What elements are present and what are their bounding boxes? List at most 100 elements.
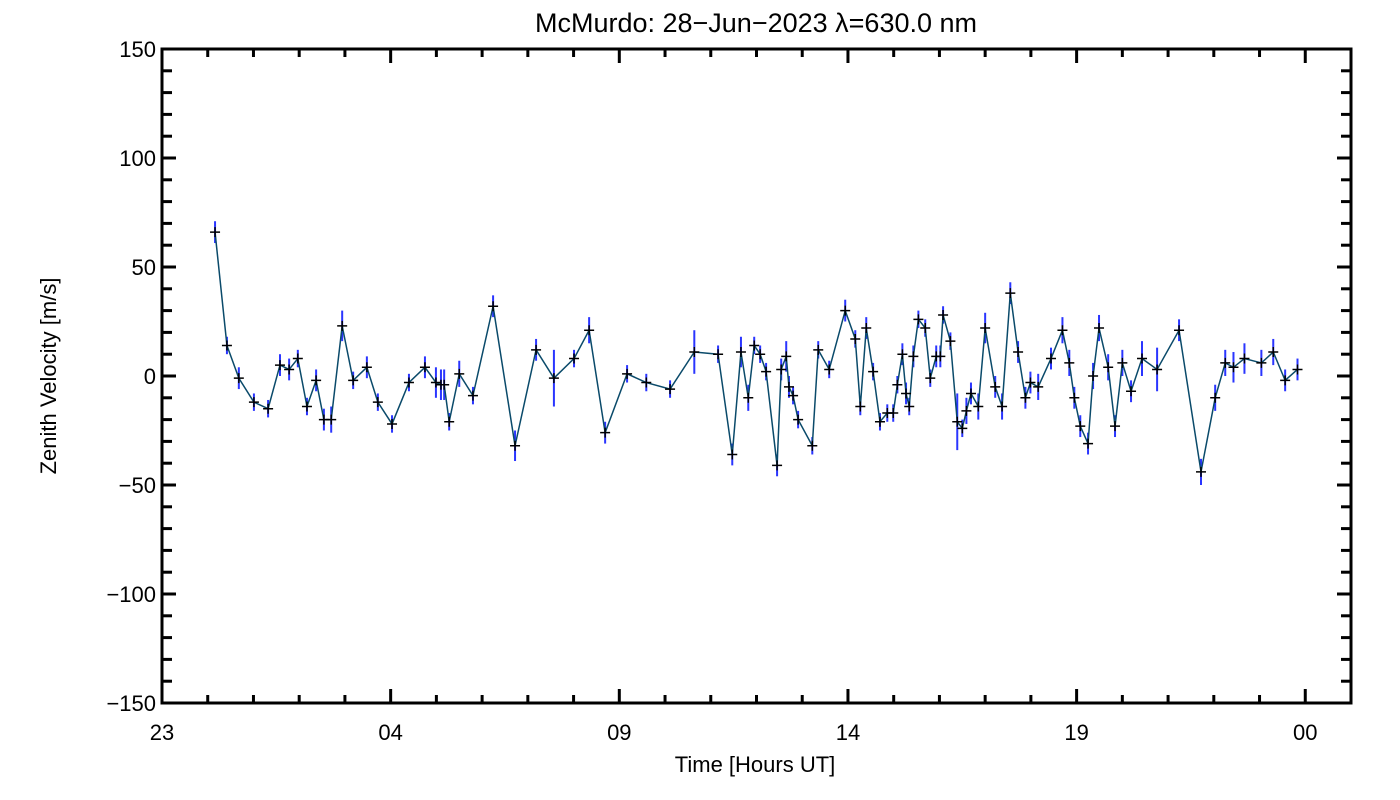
y-tick-label: −50 bbox=[119, 473, 156, 498]
data-point bbox=[311, 375, 322, 386]
velocity-line bbox=[214, 232, 1298, 473]
data-point bbox=[622, 368, 633, 379]
data-point bbox=[326, 414, 337, 425]
data-point bbox=[1292, 364, 1303, 375]
data-point bbox=[1256, 357, 1267, 368]
data-point bbox=[1083, 438, 1094, 449]
data-point bbox=[793, 414, 804, 425]
data-point bbox=[1020, 392, 1031, 403]
data-point bbox=[372, 397, 383, 408]
x-axis-title: Time [Hours UT] bbox=[675, 752, 836, 777]
data-point bbox=[874, 416, 885, 427]
data-point bbox=[1075, 421, 1086, 432]
x-tick-label: 19 bbox=[1064, 720, 1088, 745]
data-point bbox=[301, 401, 312, 412]
data-point bbox=[233, 373, 244, 384]
data-point bbox=[387, 418, 398, 429]
data-point bbox=[689, 347, 700, 358]
data-point bbox=[467, 390, 478, 401]
x-tick-labels: 23 04 09 14 19 00 bbox=[150, 720, 1318, 745]
data-point bbox=[444, 416, 455, 427]
data-point bbox=[965, 388, 976, 399]
data-point bbox=[888, 408, 899, 419]
data-point bbox=[813, 344, 824, 355]
data-point bbox=[961, 405, 972, 416]
data-point bbox=[1280, 375, 1291, 386]
data-point bbox=[920, 323, 931, 334]
data-markers bbox=[210, 227, 1303, 477]
y-tick-label: 100 bbox=[119, 146, 156, 171]
data-point bbox=[901, 388, 912, 399]
data-point bbox=[439, 379, 450, 390]
data-point bbox=[897, 349, 908, 360]
data-point bbox=[584, 325, 595, 336]
data-point bbox=[1220, 357, 1231, 368]
data-point bbox=[788, 390, 799, 401]
data-point bbox=[1268, 347, 1279, 358]
data-point bbox=[904, 401, 915, 412]
data-point bbox=[935, 351, 946, 362]
data-point bbox=[1126, 386, 1137, 397]
data-point bbox=[1013, 347, 1024, 358]
data-point bbox=[713, 349, 724, 360]
data-point bbox=[952, 416, 963, 427]
data-point bbox=[855, 401, 866, 412]
data-point bbox=[776, 364, 787, 375]
axis-ticks bbox=[160, 47, 1353, 705]
data-point bbox=[735, 347, 746, 358]
data-point bbox=[600, 427, 611, 438]
data-point bbox=[727, 449, 738, 460]
data-point bbox=[1069, 392, 1080, 403]
data-point bbox=[1094, 323, 1105, 334]
y-tick-label: 150 bbox=[119, 37, 156, 62]
data-point bbox=[1228, 362, 1239, 373]
data-point bbox=[749, 340, 760, 351]
data-point bbox=[488, 301, 499, 312]
x-tick-label: 00 bbox=[1293, 720, 1317, 745]
y-tick-label: 50 bbox=[132, 255, 156, 280]
data-point bbox=[1057, 325, 1068, 336]
data-point bbox=[1239, 353, 1250, 364]
data-point bbox=[1033, 381, 1044, 392]
data-point bbox=[945, 336, 956, 347]
data-point bbox=[1110, 421, 1121, 432]
data-point bbox=[938, 309, 949, 320]
data-point bbox=[1210, 392, 1221, 403]
data-point bbox=[957, 423, 968, 434]
data-point bbox=[743, 392, 754, 403]
data-point bbox=[248, 397, 259, 408]
x-tick-label: 14 bbox=[836, 720, 860, 745]
y-tick-label: −150 bbox=[106, 691, 156, 716]
data-point bbox=[824, 364, 835, 375]
x-tick-label: 09 bbox=[607, 720, 631, 745]
data-point bbox=[861, 323, 872, 334]
data-point bbox=[665, 384, 676, 395]
data-point bbox=[783, 381, 794, 392]
data-point bbox=[263, 403, 274, 414]
data-point bbox=[850, 333, 861, 344]
y-axis-title: Zenith Velocity [m/s] bbox=[36, 278, 61, 475]
data-point bbox=[569, 353, 580, 364]
data-point bbox=[403, 377, 414, 388]
data-point bbox=[908, 351, 919, 362]
data-point bbox=[868, 366, 879, 377]
data-point bbox=[1088, 371, 1099, 381]
data-point bbox=[430, 377, 441, 388]
data-point bbox=[980, 323, 991, 334]
data-series bbox=[214, 232, 1298, 473]
data-point bbox=[1005, 288, 1016, 299]
data-point bbox=[221, 340, 232, 351]
error-bars bbox=[214, 221, 1299, 485]
data-point bbox=[761, 366, 772, 377]
data-point bbox=[913, 314, 924, 325]
y-tick-label: 0 bbox=[144, 364, 156, 389]
data-point bbox=[1196, 466, 1206, 477]
x-tick-label: 23 bbox=[150, 720, 174, 745]
data-point bbox=[210, 227, 221, 238]
data-point bbox=[1152, 364, 1163, 375]
data-point bbox=[548, 373, 559, 384]
data-point bbox=[454, 368, 465, 379]
data-point bbox=[284, 364, 295, 375]
data-point bbox=[925, 373, 936, 384]
